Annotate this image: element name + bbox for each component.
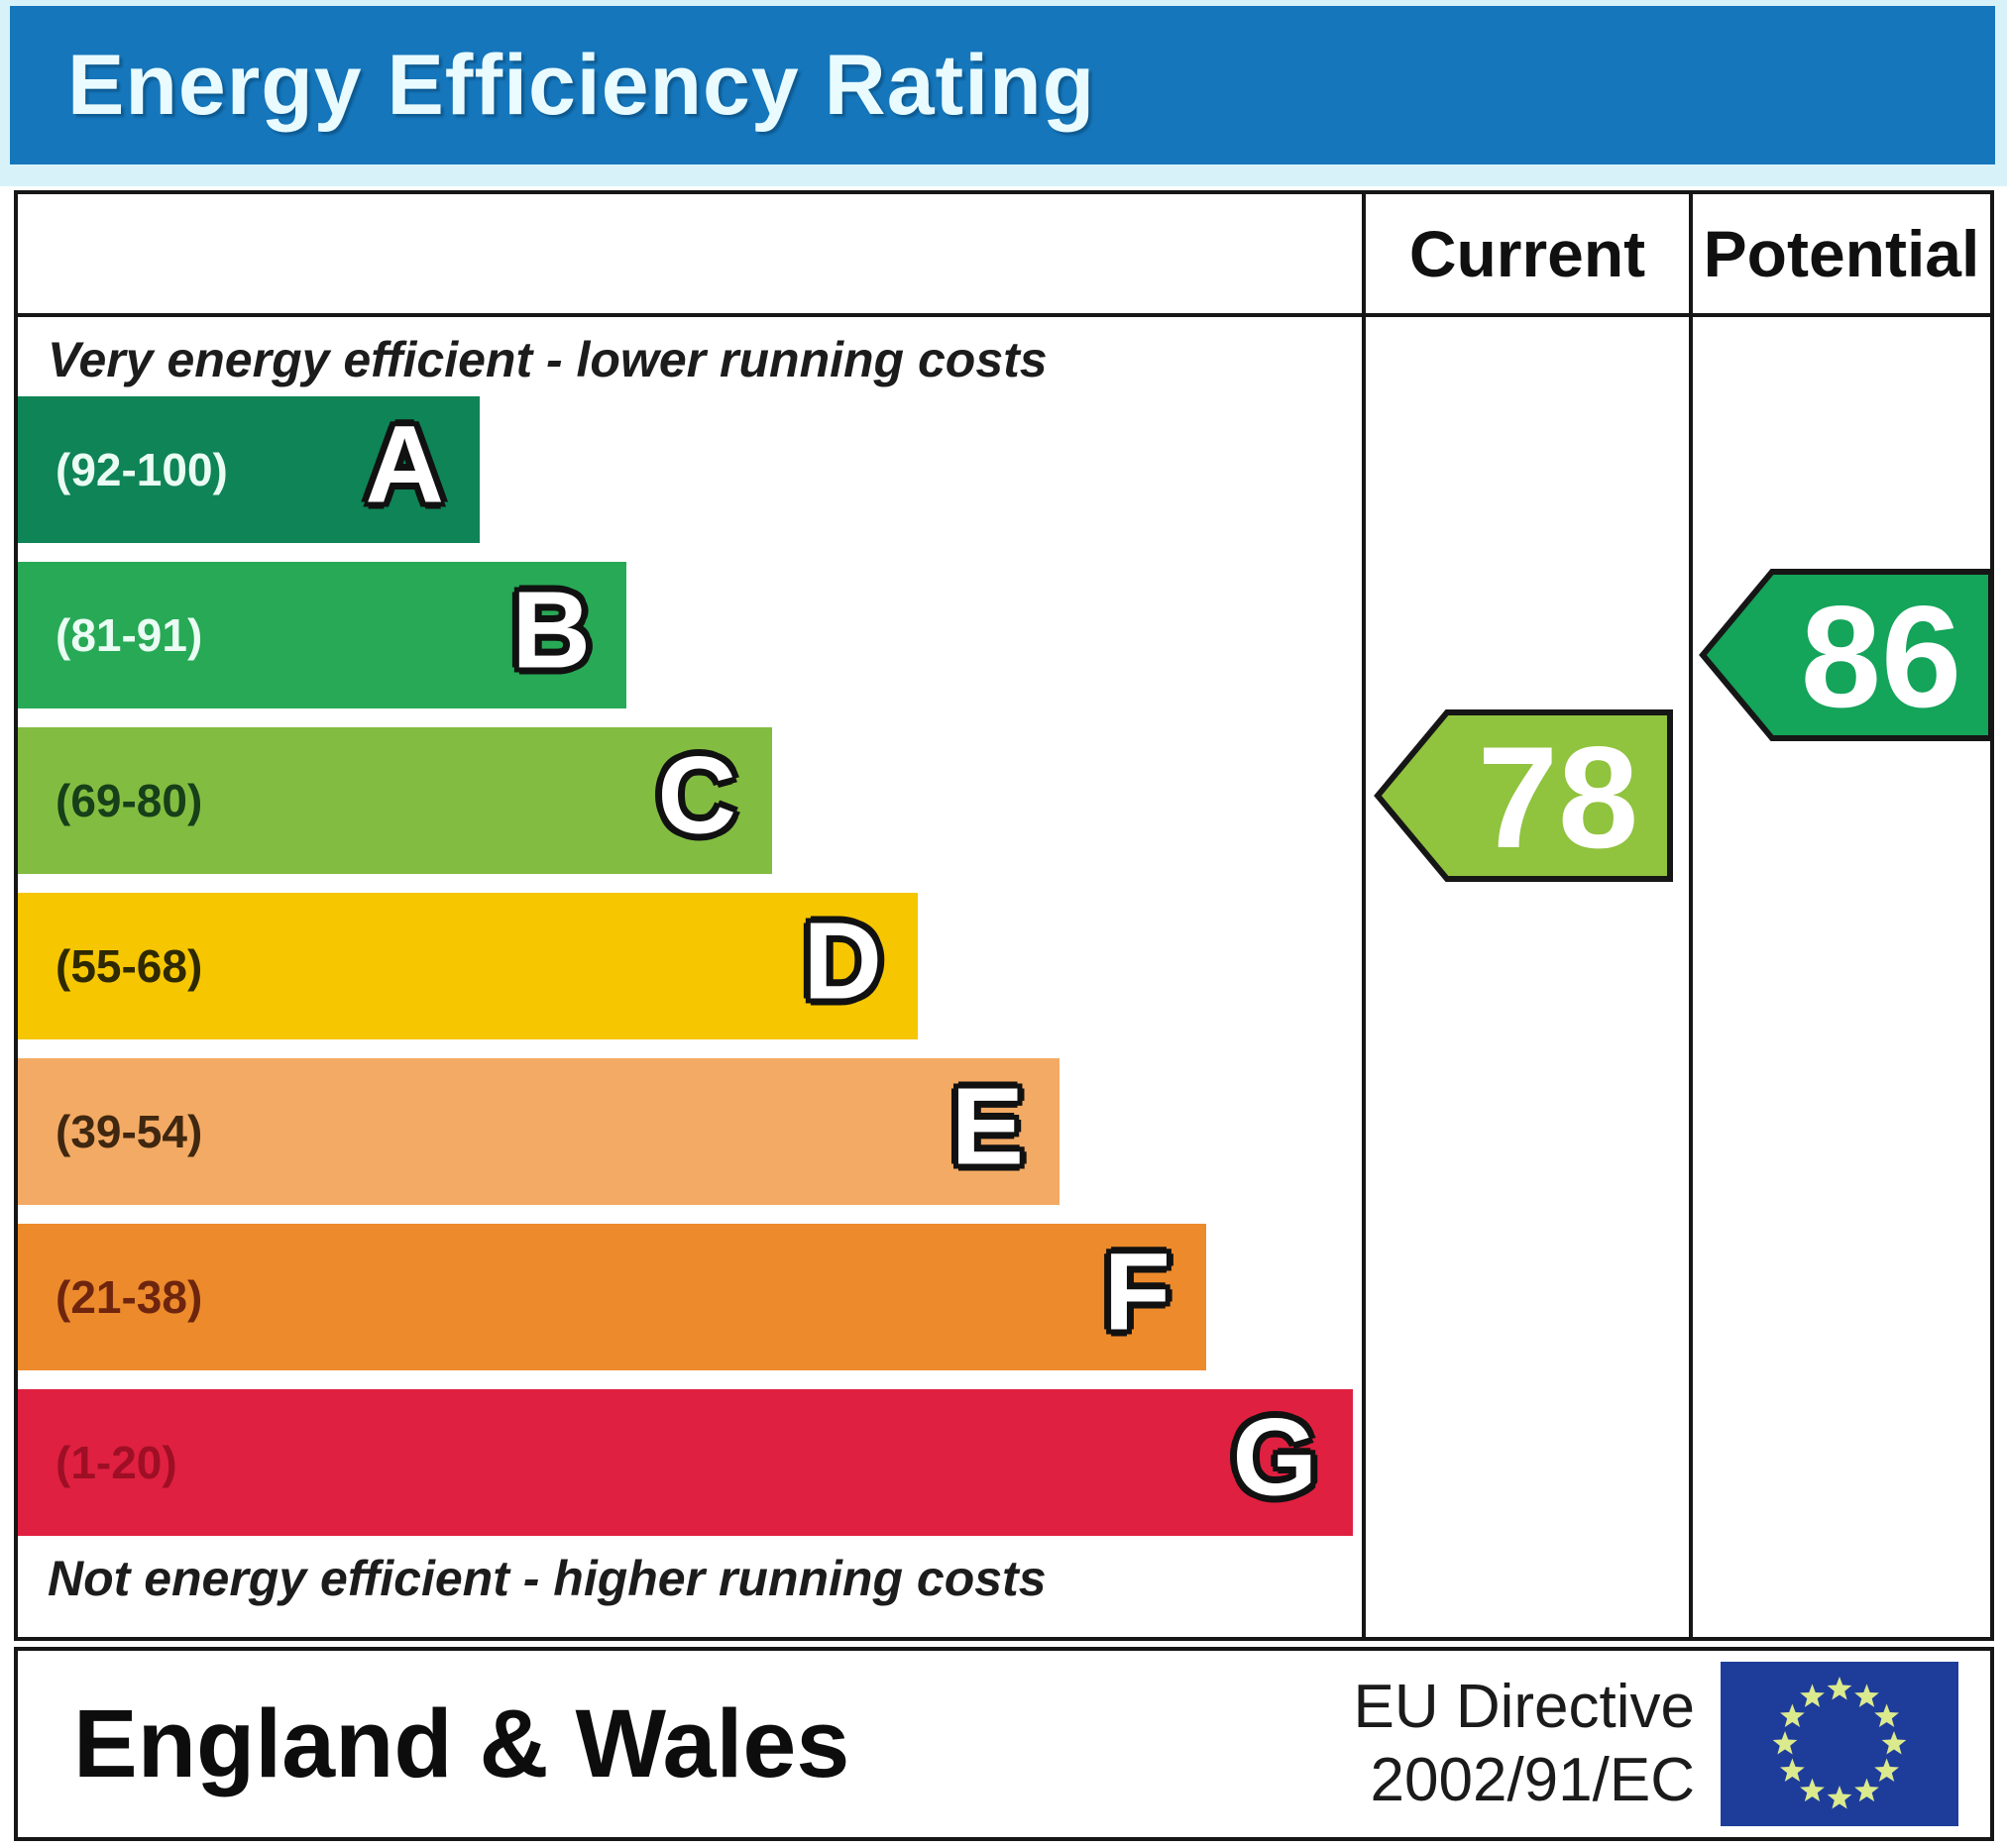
band-range-f: (21-38) (56, 1271, 203, 1323)
eu-flag-icon (1721, 1662, 1958, 1826)
eu-directive-label: EU Directive 2002/91/EC (1353, 1671, 1695, 1817)
current-column-header: Current (1408, 217, 1646, 290)
header-cell-main (18, 194, 1362, 313)
potential-column-header: Potential (1703, 217, 1980, 290)
current-arrow-shape (1374, 709, 1673, 882)
rating-table: Current Potential Very energy efficient … (14, 190, 1994, 1641)
potential-rating-arrow: 86 (1699, 569, 1994, 741)
band-row-d: (55-68) D (18, 893, 1362, 1058)
band-letter-a: A (365, 403, 444, 526)
current-rating-value: 78 (1478, 716, 1638, 878)
potential-rating-value: 86 (1801, 576, 1961, 737)
band-bar-a: (92-100) A (18, 396, 480, 543)
band-range-a: (92-100) (56, 444, 228, 495)
band-letter-c: C (657, 734, 736, 857)
band-bar-f: (21-38) F (18, 1224, 1206, 1370)
potential-arrow-shape (1699, 569, 1994, 741)
band-bar-g: (1-20) G (18, 1389, 1353, 1536)
band-letter-d: D (803, 900, 882, 1023)
top-note: Very energy efficient - lower running co… (48, 332, 1048, 387)
band-letter-f: F (1103, 1231, 1171, 1354)
band-letter-e: E (950, 1065, 1024, 1188)
band-range-e: (39-54) (56, 1106, 203, 1157)
header-cell-potential: Potential (1689, 194, 1990, 313)
band-range-d: (55-68) (56, 940, 203, 992)
footer: England & Wales EU Directive 2002/91/EC (14, 1647, 1994, 1841)
band-letter-g: G (1232, 1396, 1317, 1519)
bands-column: Very energy efficient - lower running co… (18, 317, 1362, 1637)
rating-bands: (92-100) A (81-91) B (69-80) C (18, 396, 1362, 1555)
band-range-c: (69-80) (56, 775, 203, 826)
current-rating-arrow: 78 (1374, 709, 1673, 882)
band-range-b: (81-91) (56, 609, 203, 661)
eu-directive-line2: 2002/91/EC (1370, 1746, 1695, 1814)
header-strip: Energy Efficiency Rating (0, 0, 2007, 186)
chart-title-bar: Energy Efficiency Rating (10, 6, 1995, 164)
band-bar-e: (39-54) E (18, 1058, 1059, 1205)
header-cell-current: Current (1362, 194, 1689, 313)
band-bar-b: (81-91) B (18, 562, 626, 708)
band-row-a: (92-100) A (18, 396, 1362, 562)
eu-directive-line1: EU Directive (1353, 1673, 1695, 1741)
band-row-g: (1-20) G (18, 1389, 1362, 1555)
band-bar-d: (55-68) D (18, 893, 918, 1039)
band-row-f: (21-38) F (18, 1224, 1362, 1389)
band-row-b: (81-91) B (18, 562, 1362, 727)
chart-title: Energy Efficiency Rating (67, 37, 1096, 133)
table-body: Very energy efficient - lower running co… (18, 317, 1994, 1637)
band-row-c: (69-80) C (18, 727, 1362, 893)
band-letter-b: B (511, 569, 591, 692)
band-row-e: (39-54) E (18, 1058, 1362, 1224)
band-bar-c: (69-80) C (18, 727, 772, 874)
table-header-row: Current Potential (18, 194, 1990, 317)
current-rating-column: 78 (1362, 317, 1689, 1637)
region-label: England & Wales (73, 1689, 850, 1797)
band-range-g: (1-20) (56, 1437, 177, 1488)
potential-rating-column: 86 (1689, 317, 1994, 1637)
bottom-note: Not energy efficient - higher running co… (48, 1551, 1047, 1606)
